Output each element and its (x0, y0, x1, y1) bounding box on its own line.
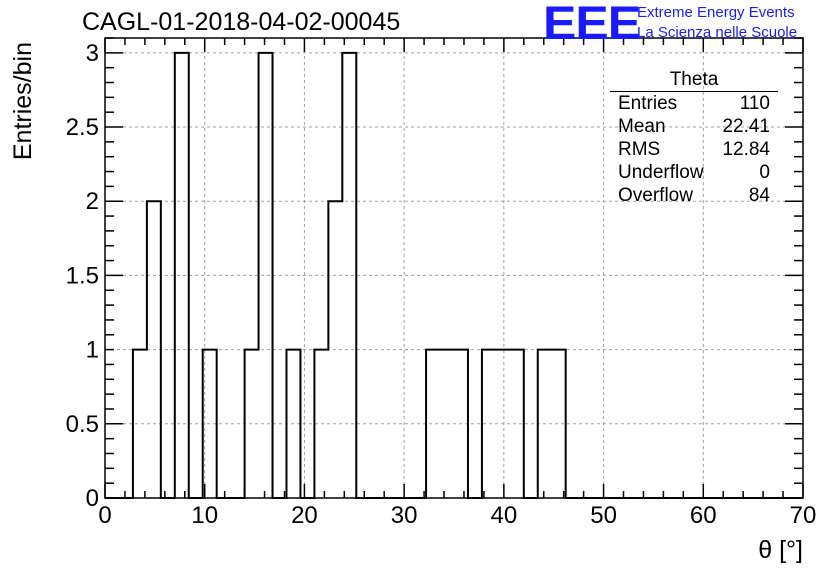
y-tick-labels: 0 0.5 1 1.5 2 2.5 3 (66, 40, 99, 512)
stats-label: RMS (618, 139, 661, 160)
y-tick-label: 2 (86, 188, 99, 215)
eee-logo: EEE (543, 0, 641, 50)
stats-row-mean: Mean 22.41 (610, 115, 778, 138)
stats-title: Theta (610, 70, 778, 92)
stats-row-entries: Entries 110 (610, 92, 778, 115)
axis-ticks (104, 37, 804, 499)
y-axis-label: Entries/bin (9, 42, 37, 160)
stats-row-rms: RMS 12.84 (610, 138, 778, 161)
x-tick-labels: 0 10 20 30 40 50 60 70 (98, 502, 816, 529)
stats-row-underflow: Underflow 0 (610, 161, 778, 184)
y-tick-label: 0 (86, 485, 99, 512)
logo-line-1: Extreme Energy Events (637, 4, 795, 21)
x-tick-label: 60 (690, 502, 717, 529)
x-tick-label: 50 (590, 502, 617, 529)
stats-label: Mean (618, 116, 666, 137)
logo-line-2: La Scienza nelle Scuole (637, 24, 798, 41)
stats-value: 110 (739, 93, 770, 114)
x-tick-label: 10 (191, 502, 218, 529)
x-tick-label: 70 (790, 502, 817, 529)
stats-box: Theta Entries 110 Mean 22.41 RMS 12.84 U… (610, 70, 778, 207)
stats-value: 22.41 (722, 116, 770, 137)
chart-title: CAGL-01-2018-04-02-00045 (82, 8, 401, 36)
plot-frame (104, 37, 804, 499)
x-axis-label: θ [°] (758, 536, 803, 564)
stats-value: 84 (748, 185, 770, 206)
stats-value: 12.84 (722, 139, 770, 160)
stats-label: Entries (618, 93, 678, 114)
stats-label: Underflow (618, 162, 704, 183)
y-tick-label: 3 (86, 40, 99, 67)
y-tick-label: 2.5 (66, 114, 99, 141)
stats-row-overflow: Overflow 84 (610, 184, 778, 207)
x-tick-label: 20 (291, 502, 318, 529)
x-tick-label: 0 (98, 502, 111, 529)
y-tick-label: 0.5 (66, 411, 99, 438)
x-tick-label: 40 (491, 502, 518, 529)
y-tick-label: 1.5 (66, 262, 99, 289)
stats-value: 0 (759, 162, 770, 183)
y-tick-label: 1 (86, 337, 99, 364)
x-tick-label: 30 (391, 502, 418, 529)
stats-label: Overflow (618, 185, 693, 206)
